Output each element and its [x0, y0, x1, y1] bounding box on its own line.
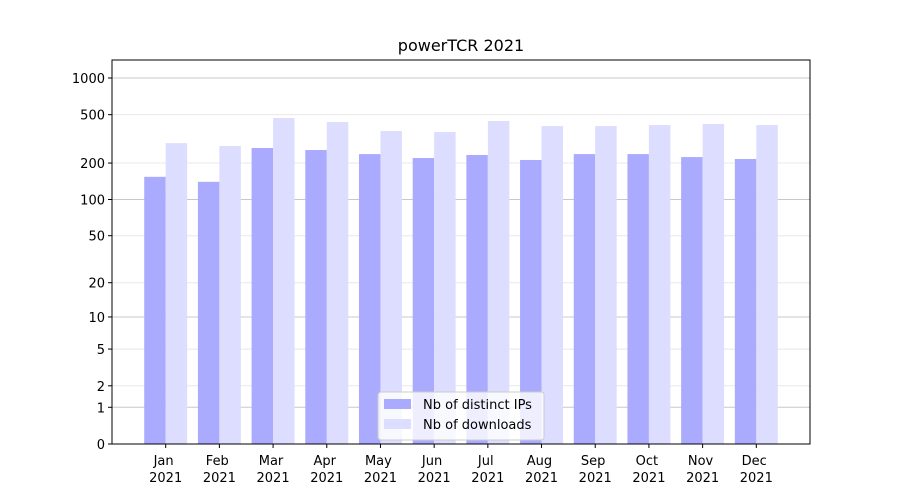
- bar: [434, 132, 456, 444]
- x-tick-label: Mar 2021: [257, 454, 290, 486]
- bar: [251, 148, 274, 444]
- bar: [358, 154, 381, 444]
- bar: [627, 154, 649, 444]
- x-tick-label: Oct 2021: [632, 454, 665, 486]
- bar: [756, 125, 778, 445]
- y-tick-label: 1000: [72, 72, 105, 87]
- y-tick-label: 0: [97, 438, 105, 453]
- y-tick-label: 5: [97, 343, 105, 358]
- bar: [520, 159, 542, 444]
- x-tick-label: Jan 2021: [149, 454, 182, 486]
- x-tick-label: Nov 2021: [686, 454, 719, 486]
- bar: [573, 154, 596, 444]
- y-tick-label: 20: [88, 277, 105, 292]
- bar: [165, 143, 188, 444]
- bar: [380, 131, 402, 445]
- legend-label: Nb of distinct IPs: [423, 398, 532, 413]
- x-tick-label: Apr 2021: [310, 454, 343, 486]
- x-tick-label: Feb 2021: [203, 454, 236, 486]
- bar: [305, 150, 327, 444]
- legend-swatch: [384, 399, 411, 409]
- chart-title: powerTCR 2021: [398, 36, 524, 55]
- bar: [144, 176, 166, 444]
- bar: [197, 181, 220, 444]
- y-tick-label: 10: [88, 311, 105, 326]
- x-tick-label: Sep 2021: [579, 454, 612, 486]
- bar: [702, 124, 725, 444]
- x-tick-label: Aug 2021: [525, 454, 558, 486]
- y-tick-label: 1: [97, 401, 105, 416]
- x-tick-label: Dec 2021: [740, 454, 773, 486]
- bar: [648, 125, 671, 445]
- bar: [273, 118, 295, 444]
- x-tick-label: Jul 2021: [471, 454, 504, 486]
- bar: [541, 126, 564, 445]
- bar: [681, 157, 703, 445]
- bar: [487, 120, 510, 445]
- legend-label: Nb of downloads: [423, 418, 532, 433]
- y-tick-label: 2: [97, 380, 105, 395]
- y-tick-label: 500: [80, 109, 105, 124]
- bar: [466, 154, 488, 444]
- legend-box: [377, 391, 545, 441]
- bar: [219, 146, 241, 445]
- legend-swatch: [384, 419, 411, 429]
- bar: [326, 122, 349, 444]
- y-tick-label: 50: [88, 230, 105, 245]
- y-tick-label: 200: [80, 157, 105, 172]
- bar: [595, 126, 617, 445]
- x-tick-label: May 2021: [364, 454, 397, 486]
- bar: [734, 158, 757, 445]
- bar: [412, 158, 435, 444]
- y-tick-label: 100: [80, 194, 105, 209]
- x-tick-label: Jun 2021: [418, 454, 451, 486]
- plot-frame: [111, 59, 811, 445]
